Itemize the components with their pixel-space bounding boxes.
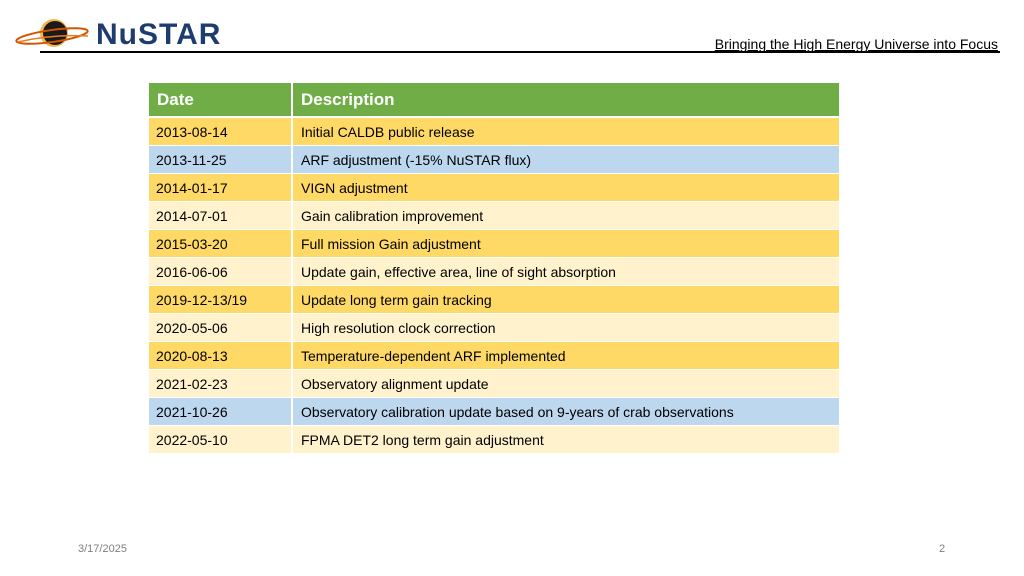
table-row: 2014-01-17 VIGN adjustment (149, 173, 839, 202)
date-cell: 2019-12-13/19 (149, 285, 292, 314)
description-cell: Gain calibration improvement (291, 201, 839, 230)
description-cell: Temperature-dependent ARF implemented (291, 341, 839, 370)
description-cell: ARF adjustment (-15% NuSTAR flux) (291, 145, 839, 174)
caldb-timeline-table: Date Description 2013-08-14 Initial CALD… (149, 83, 839, 454)
table-row: 2016-06-06 Update gain, effective area, … (149, 257, 839, 286)
date-cell: 2014-01-17 (149, 173, 292, 202)
table-row: 2022-05-10 FPMA DET2 long term gain adju… (149, 425, 839, 454)
date-cell: 2015-03-20 (149, 229, 292, 258)
nustar-logo: NuSTAR (14, 12, 220, 52)
column-header-date: Date (149, 83, 292, 118)
table-row: 2020-08-13 Temperature-dependent ARF imp… (149, 341, 839, 370)
date-cell: 2022-05-10 (149, 425, 292, 454)
page-number: 2 (939, 543, 946, 555)
description-cell: Update long term gain tracking (291, 285, 839, 314)
logo-wordmark: NuSTAR (96, 18, 222, 51)
description-cell: VIGN adjustment (291, 173, 839, 202)
date-cell: 2021-02-23 (149, 369, 292, 398)
table-header-row: Date Description (149, 83, 839, 118)
date-cell: 2020-05-06 (149, 313, 292, 342)
table-row: 2014-07-01 Gain calibration improvement (149, 201, 839, 230)
date-cell: 2020-08-13 (149, 341, 292, 370)
description-cell: Observatory calibration update based on … (291, 397, 839, 426)
date-cell: 2013-11-25 (149, 145, 292, 174)
description-cell: Initial CALDB public release (291, 117, 839, 146)
tagline: Bringing the High Energy Universe into F… (714, 36, 998, 52)
table-row: 2021-10-26 Observatory calibration updat… (149, 397, 839, 426)
date-cell: 2016-06-06 (149, 257, 292, 286)
table-row: 2020-05-06 High resolution clock correct… (149, 313, 839, 342)
planet-logo-icon (15, 19, 89, 47)
table-row: 2019-12-13/19 Update long term gain trac… (149, 285, 839, 314)
description-cell: Full mission Gain adjustment (291, 229, 839, 258)
column-header-description: Description (291, 83, 839, 118)
description-cell: High resolution clock correction (291, 313, 839, 342)
table-row: 2013-11-25 ARF adjustment (-15% NuSTAR f… (149, 145, 839, 174)
description-cell: Observatory alignment update (291, 369, 839, 398)
date-cell: 2014-07-01 (149, 201, 292, 230)
slide-header: NuSTAR Bringing the High Energy Universe… (0, 0, 1024, 60)
footer-date: 3/17/2025 (78, 543, 127, 555)
description-cell: Update gain, effective area, line of sig… (291, 257, 839, 286)
date-cell: 2021-10-26 (149, 397, 292, 426)
description-cell: FPMA DET2 long term gain adjustment (291, 425, 839, 454)
date-cell: 2013-08-14 (149, 117, 292, 146)
header-divider (40, 51, 1000, 53)
table-row: 2013-08-14 Initial CALDB public release (149, 117, 839, 146)
table-row: 2015-03-20 Full mission Gain adjustment (149, 229, 839, 258)
table-row: 2021-02-23 Observatory alignment update (149, 369, 839, 398)
